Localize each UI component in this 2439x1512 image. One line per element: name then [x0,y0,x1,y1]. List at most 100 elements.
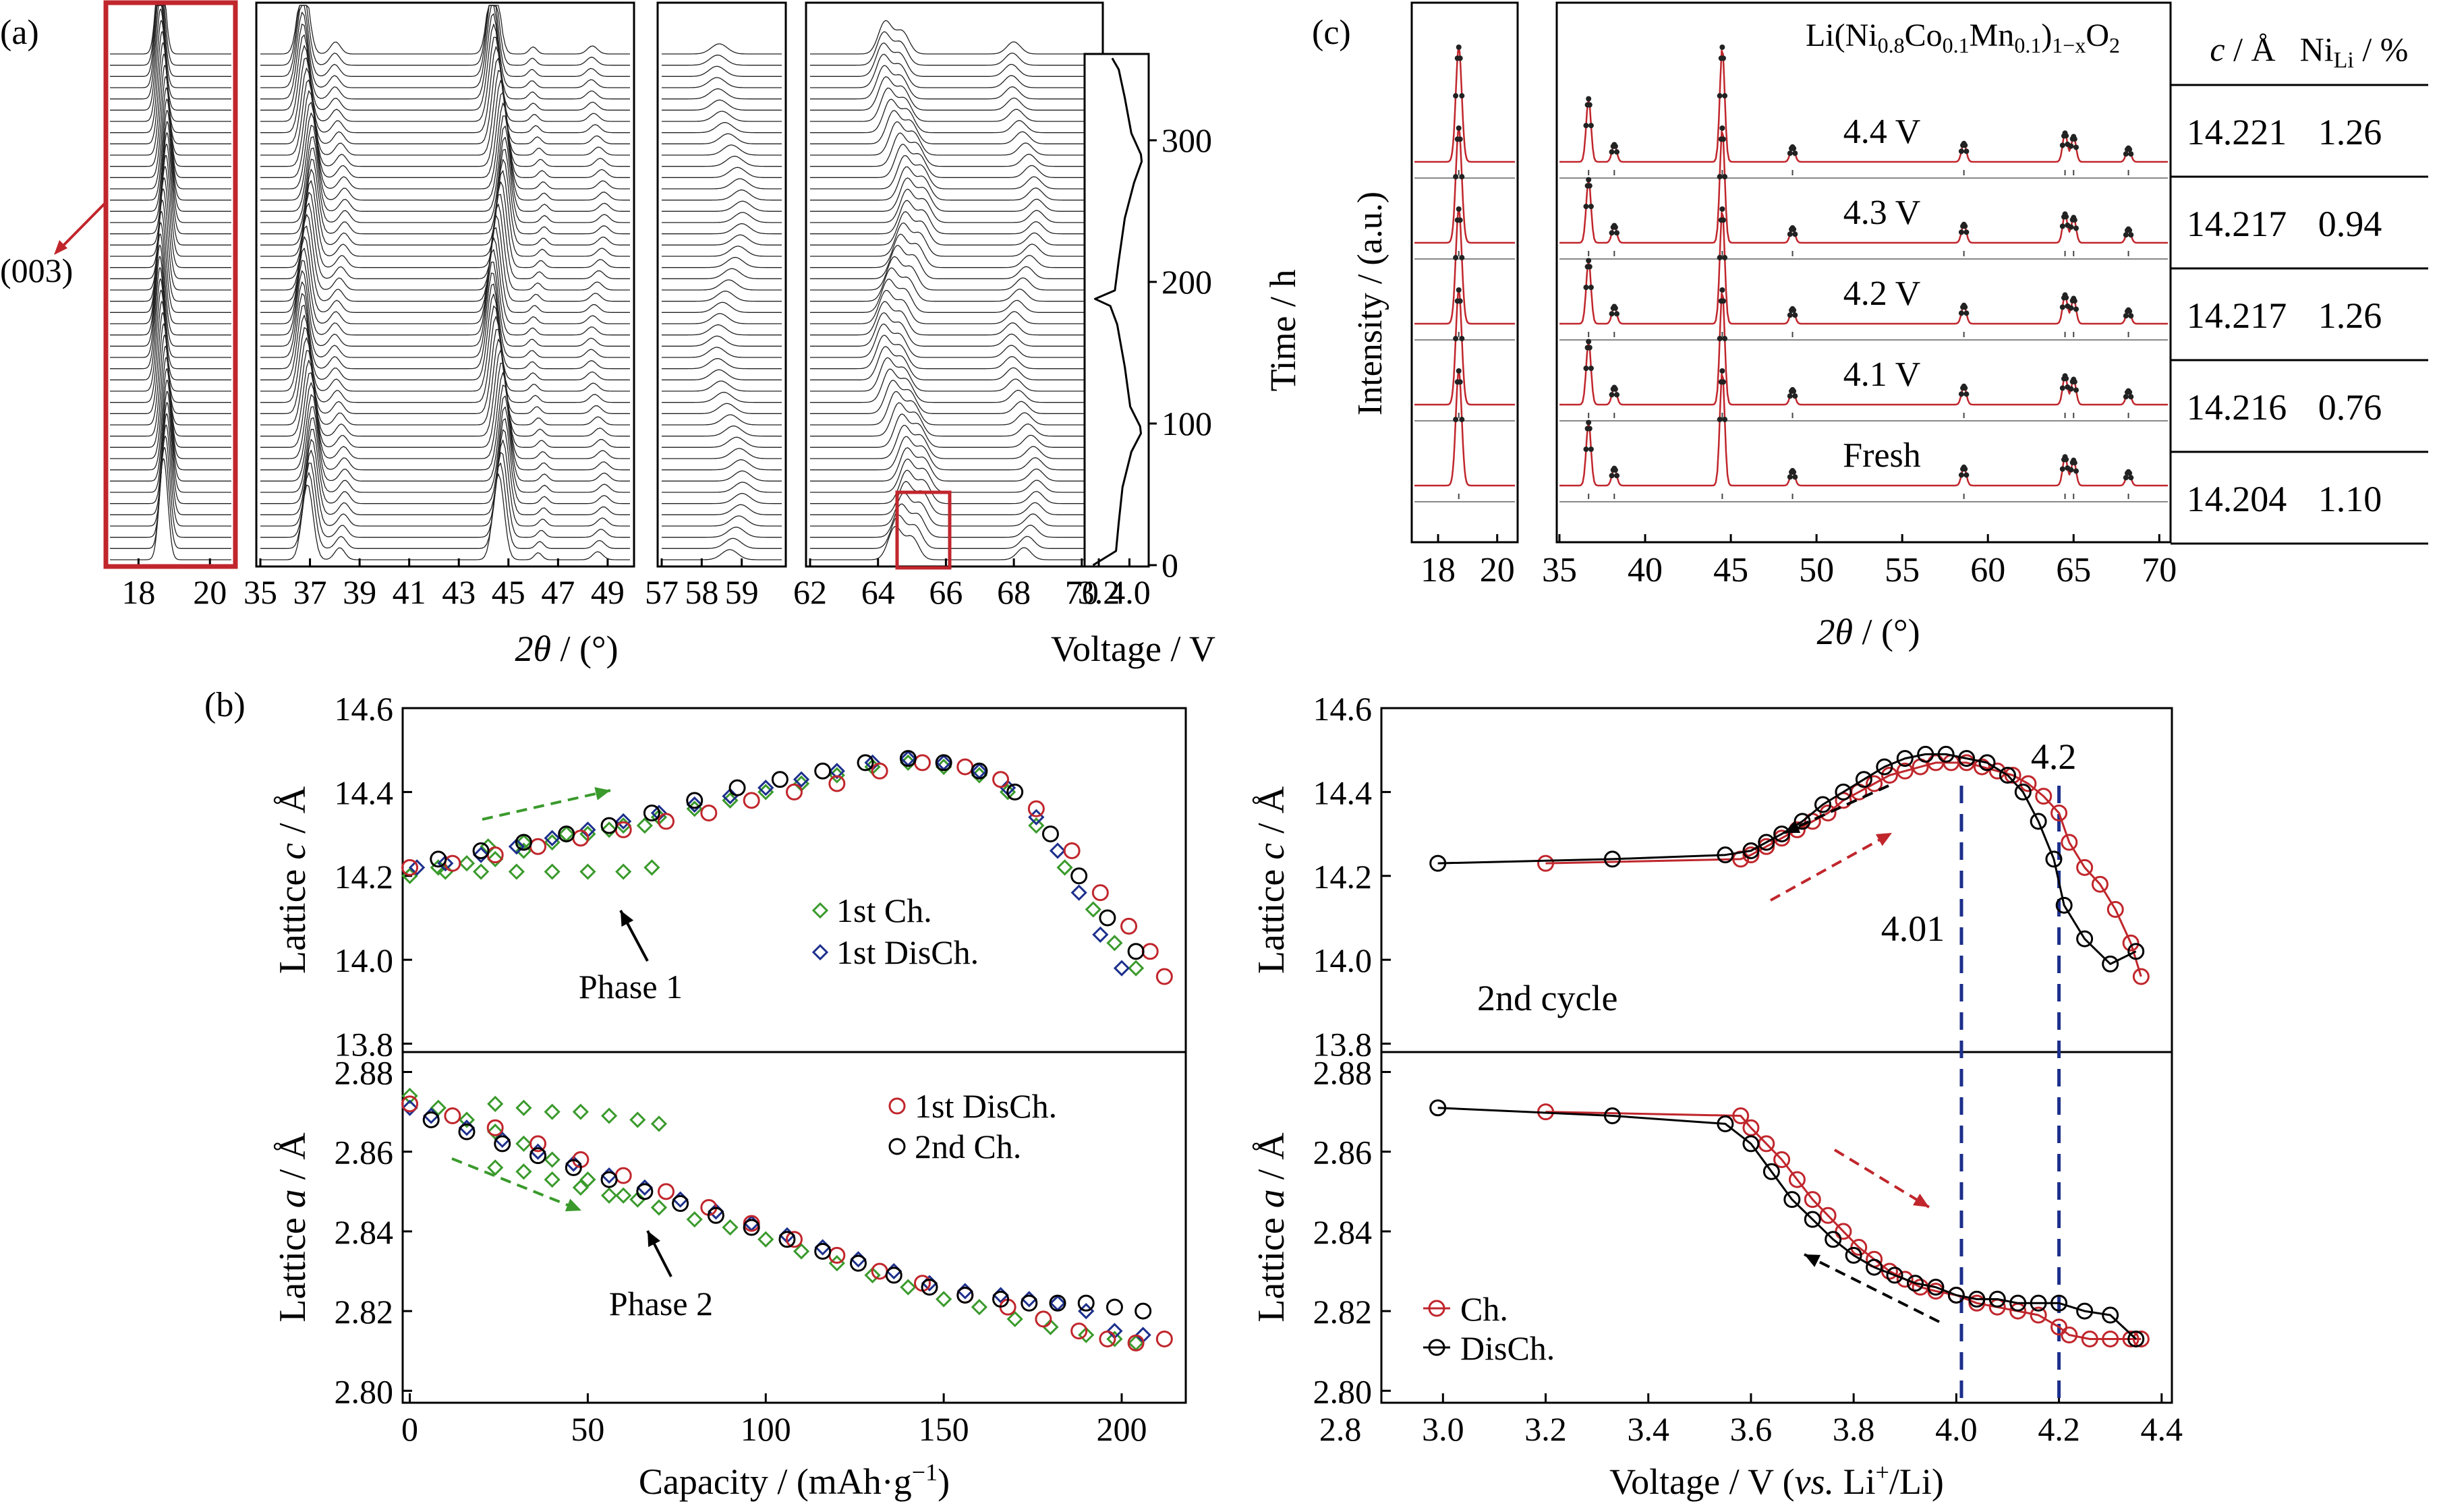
observed-point [1614,149,1620,155]
point-c [643,859,660,876]
y-tick-label-a: 2.80 [1313,1372,1373,1410]
x-tick-label: 18 [1421,551,1456,589]
point-a [1886,1267,1903,1284]
diffraction-pattern [662,133,782,144]
point-a [1742,1135,1760,1153]
observed-point [1720,217,1726,223]
diffraction-pattern [260,237,630,324]
diffraction-pattern [662,448,782,459]
table-header-ni: NiLi / % [2300,30,2409,73]
observed-point [1792,231,1798,237]
point-a [1773,1151,1791,1169]
observed-point [1787,312,1793,318]
point-c [935,754,952,772]
point-a [600,1107,618,1124]
cycle-label: 2nd cycle [1477,978,1617,1018]
point-a [1927,1279,1945,1296]
observed-point [1609,392,1615,398]
observed-point [1457,298,1463,304]
diffraction-pattern [810,312,1099,347]
point-c [1876,758,1893,776]
diffraction-pattern [810,188,1099,223]
observed-point [1586,96,1592,102]
xrd-c-x-axis-label: 2θ / (°) [1816,612,1920,652]
diffraction-pattern [260,204,630,291]
point-c [757,780,774,796]
x-tick-label: 150 [919,1410,969,1448]
observed-point [2059,466,2065,472]
observed-point [1612,467,1618,473]
diffraction-pattern [260,125,630,212]
observed-point [2123,475,2129,481]
point-c [2122,934,2140,952]
x-tick-label: 62 [793,573,827,611]
x-tick-label: 0 [401,1410,418,1448]
y-tick-label-a: 2.86 [1313,1134,1373,1171]
point-a [658,1183,675,1200]
legend-marker-1st-disch [811,943,829,961]
point-c [1742,842,1760,859]
diffraction-pattern [260,181,630,268]
observed-point [1453,255,1459,261]
point-c [1429,854,1447,872]
observed-point [1583,285,1589,291]
observed-point [2071,379,2077,385]
x-tick-label: 35 [243,573,277,611]
observed-point [2068,305,2074,311]
diffraction-pattern [810,256,1099,291]
reference-label-42: 4.2 [2031,736,2077,777]
observed-point [1456,45,1462,50]
legend-marker-1st-ch [811,902,829,919]
diffraction-pattern [260,429,630,515]
point-c [786,783,803,801]
observed-point [2063,457,2069,463]
point-c [579,863,596,880]
trend-arrow-a-disch [1804,1253,1940,1323]
diffraction-pattern [810,323,1099,358]
table-c-value: 14.217 [2187,204,2287,244]
x-tick-label: 43 [442,573,476,611]
diffraction-pattern [110,210,231,313]
point-c [472,846,490,863]
diffraction-pattern [662,111,782,122]
diffraction-pattern [260,103,630,190]
point-c [1855,771,1872,788]
observed-point [1588,204,1594,210]
point-a [515,1099,532,1116]
diffraction-pattern [810,211,1099,245]
y-tick-label-c: 14.4 [1313,774,1373,811]
observed-point [1588,123,1594,129]
point-a [2050,1294,2068,1312]
diffraction-pattern [662,200,782,212]
point-a [1804,1211,1821,1228]
point-a [529,1135,547,1153]
observed-point [2059,223,2065,229]
diffraction-pattern [110,424,231,527]
point-c [1758,834,1775,851]
diffraction-pattern [662,403,782,414]
point-c [1896,750,1914,767]
observed-point [1722,336,1728,342]
observed-point [1583,204,1589,210]
lattice-vs-voltage: 13.8 14.0 14.2 14.4 14.6 2.80 2.82 2.84 2.86 2.88… [1251,690,2183,1502]
diffraction-pattern [662,504,782,515]
observed-point [1791,146,1797,152]
point-c [1896,762,1914,780]
point-c [1092,926,1109,943]
x-tick-label: 50 [1799,551,1834,589]
diffraction-pattern [260,439,630,527]
row-label-2: 4.3 V [1843,194,1921,232]
diffraction-pattern [662,527,782,538]
point-a [650,1115,668,1132]
table-header-c: c / Å [2210,30,2275,68]
point-c [1958,754,1976,772]
reference-label-401: 4.01 [1881,908,1945,949]
observed-point [1963,310,1970,316]
diffraction-pattern [810,279,1099,313]
diffraction-pattern [110,5,231,88]
observed-point [1719,287,1725,293]
diffraction-pattern [110,200,231,302]
observed-point [2123,313,2129,319]
observed-point [1962,466,1968,472]
observed-point [2073,387,2079,393]
